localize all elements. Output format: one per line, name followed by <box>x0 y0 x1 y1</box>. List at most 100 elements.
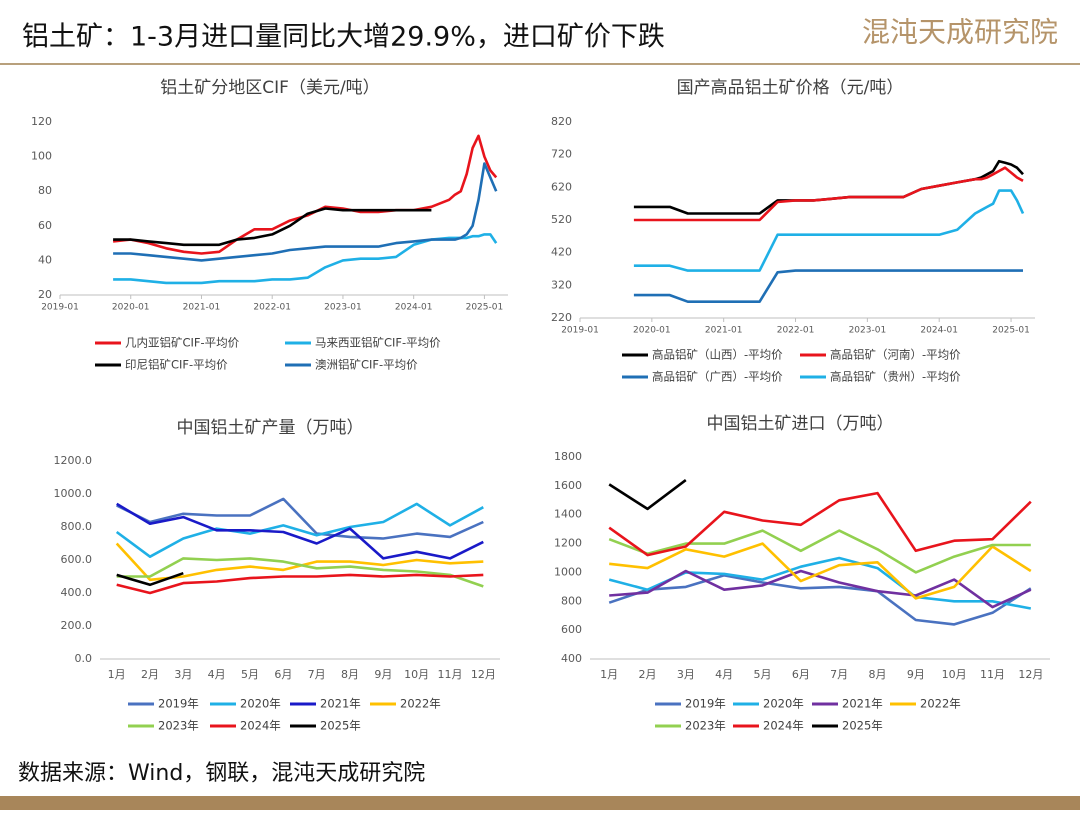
x-tick-label: 5月 <box>241 668 259 681</box>
series-line <box>115 502 484 558</box>
x-tick-label: 4月 <box>715 668 733 681</box>
x-tick-label: 8月 <box>869 668 887 681</box>
x-tick-label: 2020-01 <box>633 326 671 336</box>
legend-label: 高品铝矿（山西）-平均价 <box>652 348 783 362</box>
series-line <box>633 269 1023 303</box>
series-line <box>608 556 1032 610</box>
series-line <box>609 542 1032 600</box>
legend-label: 几内亚铝矿CIF-平均价 <box>125 336 240 350</box>
series-line <box>112 134 498 255</box>
legend-label: 2023年 <box>158 719 199 733</box>
y-tick-label: 1200.0 <box>54 454 93 467</box>
legend-label: 2020年 <box>763 697 804 711</box>
legend-label: 2019年 <box>685 697 726 711</box>
legend-label: 2021年 <box>842 697 883 711</box>
y-tick-label: 420 <box>551 246 572 259</box>
x-tick-label: 12月 <box>1018 668 1043 681</box>
x-tick-label: 2019-01 <box>41 303 79 313</box>
series-line <box>633 189 1025 272</box>
x-tick-label: 3月 <box>677 668 695 681</box>
chart-title: 中国铝土矿进口（万吨） <box>707 414 894 434</box>
y-tick-label: 100 <box>31 150 52 163</box>
y-tick-label: 1800 <box>554 450 582 463</box>
chart-title: 中国铝土矿产量（万吨） <box>177 418 364 438</box>
x-tick-label: 9月 <box>907 668 925 681</box>
x-tick-label: 8月 <box>341 668 359 681</box>
y-tick-label: 520 <box>551 213 572 226</box>
series-line <box>116 502 484 560</box>
page-title: 铝土矿：1-3月进口量同比大增29.9%，进口矿价下跌 <box>22 22 665 53</box>
y-tick-label: 1000.0 <box>54 487 93 500</box>
y-tick-label: 320 <box>551 278 572 291</box>
x-tick-label: 2月 <box>639 668 657 681</box>
series-line <box>113 233 498 285</box>
legend-label: 2024年 <box>240 719 281 733</box>
y-tick-label: 1600 <box>554 479 582 492</box>
y-tick-label: 400.0 <box>61 586 93 599</box>
legend-label: 高品铝矿（贵州）-平均价 <box>830 370 961 384</box>
x-tick-label: 3月 <box>174 668 192 681</box>
x-tick-label: 6月 <box>274 668 292 681</box>
y-tick-label: 600 <box>561 623 582 636</box>
series-line <box>116 571 184 587</box>
legend-label: 2022年 <box>920 697 961 711</box>
legend-label: 2024年 <box>763 719 804 733</box>
series-line <box>116 573 484 595</box>
y-tick-label: 1200 <box>554 537 582 550</box>
x-tick-label: 4月 <box>208 668 226 681</box>
x-tick-label: 2021-01 <box>705 326 743 336</box>
legend-label: 2023年 <box>685 719 726 733</box>
x-tick-label: 2025-01 <box>992 326 1030 336</box>
series-line <box>609 569 1032 609</box>
x-tick-label: 2022-01 <box>777 326 815 336</box>
x-tick-label: 7月 <box>830 668 848 681</box>
x-tick-label: 9月 <box>374 668 392 681</box>
series-line <box>633 166 1024 222</box>
y-tick-label: 60 <box>38 219 52 232</box>
legend-label: 2020年 <box>240 697 281 711</box>
x-tick-label: 11月 <box>980 668 1005 681</box>
y-tick-label: 200.0 <box>61 619 93 632</box>
series-line <box>113 207 432 247</box>
legend-label: 2022年 <box>400 697 441 711</box>
x-tick-label: 5月 <box>754 668 772 681</box>
legend-label: 印尼铝矿CIF-平均价 <box>125 358 228 372</box>
legend-label: 2025年 <box>842 719 883 733</box>
legend-label: 澳洲铝矿CIF-平均价 <box>315 358 418 372</box>
x-tick-label: 1月 <box>108 668 126 681</box>
y-tick-label: 400 <box>561 652 582 665</box>
y-tick-label: 120 <box>31 115 52 128</box>
y-tick-label: 0.0 <box>75 652 93 665</box>
x-tick-label: 1月 <box>600 668 618 681</box>
y-tick-label: 720 <box>551 148 572 161</box>
y-tick-label: 80 <box>38 184 52 197</box>
x-tick-label: 2月 <box>141 668 159 681</box>
series-line <box>608 479 687 511</box>
series-line <box>608 491 1032 557</box>
y-tick-label: 20 <box>38 288 52 301</box>
series-line <box>116 557 484 588</box>
source: 数据来源：Wind，钢联，混沌天成研究院 <box>18 761 425 786</box>
x-tick-label: 2019-01 <box>561 326 599 336</box>
x-tick-label: 12月 <box>471 668 496 681</box>
x-tick-label: 2024-01 <box>395 303 433 313</box>
y-tick-label: 800 <box>561 594 582 607</box>
legend-label: 2019年 <box>158 697 199 711</box>
logo: 混沌天成研究院 <box>862 16 1058 49</box>
series-line <box>113 162 498 262</box>
series-line <box>608 574 1032 626</box>
y-tick-label: 220 <box>551 311 572 324</box>
x-tick-label: 2023-01 <box>324 303 362 313</box>
chart-title: 铝土矿分地区CIF（美元/吨） <box>160 78 379 98</box>
y-tick-label: 800.0 <box>61 520 93 533</box>
x-tick-label: 7月 <box>308 668 326 681</box>
legend-label: 高品铝矿（广西）-平均价 <box>652 370 783 384</box>
y-tick-label: 40 <box>38 253 52 266</box>
legend-label: 2025年 <box>320 719 361 733</box>
y-tick-label: 1000 <box>554 565 582 578</box>
x-tick-label: 10月 <box>942 668 967 681</box>
x-tick-label: 2022-01 <box>253 303 291 313</box>
x-tick-label: 10月 <box>404 668 429 681</box>
